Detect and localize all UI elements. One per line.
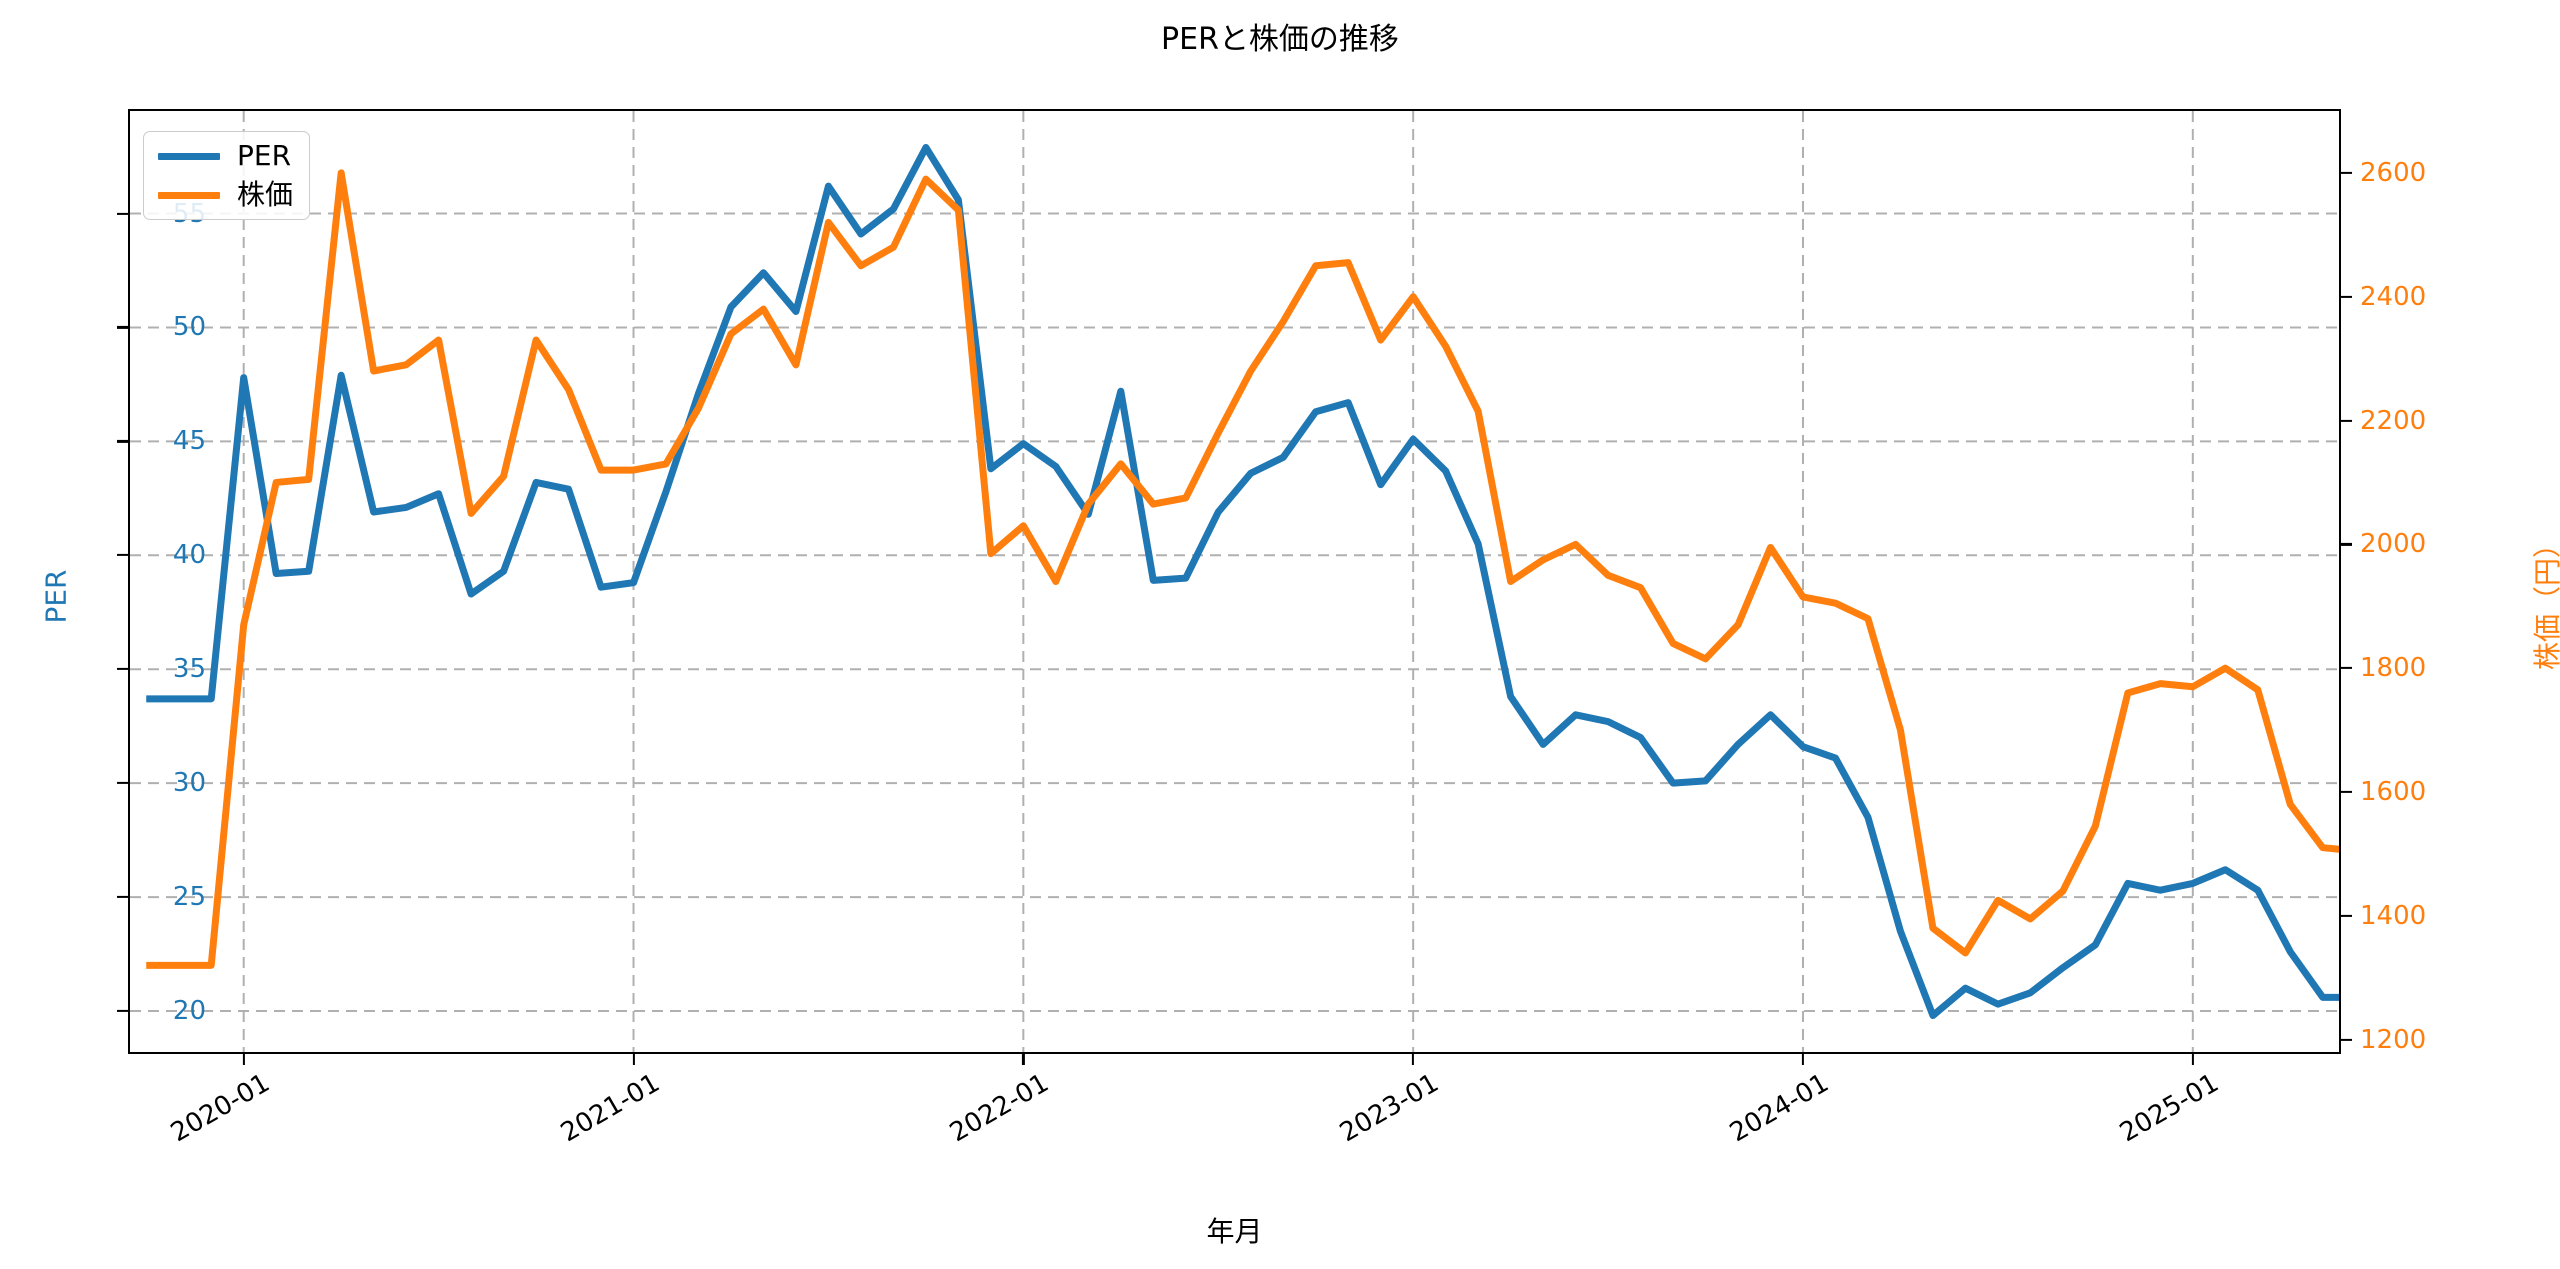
y-tick-label-right: 1200 <box>2360 1024 2427 1055</box>
x-tick-mark <box>1412 1054 1415 1065</box>
y-tick-mark-left <box>117 212 128 215</box>
x-tick-mark <box>1801 1054 1805 1065</box>
y-tick-mark-left <box>117 554 128 557</box>
y-tick-mark-left <box>117 782 128 785</box>
y-tick-label-right: 2400 <box>2360 281 2427 312</box>
legend-item-stock-price[interactable]: 株価 <box>158 181 293 209</box>
y-tick-mark-right <box>2341 790 2352 794</box>
x-tick-mark <box>1022 1054 1025 1065</box>
y-tick-label-right: 1600 <box>2360 776 2427 807</box>
y-tick-label-left: 20 <box>172 995 206 1026</box>
y-tick-mark-right <box>2341 171 2352 174</box>
x-axis-label: 年月 <box>1206 1215 1263 1248</box>
x-tick-label: 2023-01 <box>1335 1068 1445 1149</box>
legend-label-stock-price: 株価 <box>237 178 294 211</box>
y-tick-label-right: 2600 <box>2360 157 2427 188</box>
x-tick-label: 2021-01 <box>555 1068 665 1149</box>
chart-legend[interactable]: PER 株価 <box>143 131 311 220</box>
y-tick-mark-right <box>2341 543 2352 546</box>
x-tick-mark <box>632 1054 635 1065</box>
y-tick-label-left: 35 <box>172 654 206 685</box>
y-tick-mark-left <box>117 326 128 329</box>
x-tick-label: 2025-01 <box>2114 1068 2224 1149</box>
y-tick-mark-right <box>2341 667 2352 670</box>
legend-item-per[interactable]: PER <box>158 142 293 170</box>
chart-title: PERと株価の推移 <box>1161 22 1399 57</box>
y-tick-mark-right <box>2341 295 2352 298</box>
legend-swatch-per <box>158 152 220 160</box>
y-tick-mark-right <box>2341 914 2352 917</box>
x-tick-label: 2022-01 <box>945 1068 1055 1149</box>
y-tick-label-right: 1400 <box>2360 900 2427 931</box>
y-tick-label-left: 40 <box>172 540 206 571</box>
series-layer <box>146 143 2339 1020</box>
y-tick-label-left: 45 <box>172 426 206 457</box>
plot-area <box>128 109 2341 1054</box>
y-tick-mark-left <box>117 895 128 899</box>
grid-layer <box>130 111 2339 1052</box>
y-tick-label-left: 50 <box>172 312 206 343</box>
y-tick-mark-left <box>117 668 128 671</box>
y-axis-right-label: 株価（円） <box>2531 530 2560 671</box>
legend-label-per: PER <box>237 139 292 172</box>
x-tick-mark <box>242 1054 245 1065</box>
series-line-株価 <box>146 169 2339 969</box>
y-tick-label-left: 30 <box>172 768 206 799</box>
y-tick-mark-left <box>117 440 128 443</box>
x-tick-label: 2024-01 <box>1724 1068 1834 1149</box>
y-tick-mark-right <box>2341 1038 2352 1041</box>
y-tick-mark-right <box>2341 419 2352 422</box>
y-tick-label-right: 1800 <box>2360 653 2427 684</box>
y-tick-label-left: 25 <box>172 882 206 913</box>
y-axis-left-label: PER <box>39 569 73 624</box>
y-tick-mark-left <box>117 1009 128 1013</box>
y-tick-label-right: 2200 <box>2360 405 2427 436</box>
x-tick-label: 2020-01 <box>165 1068 275 1149</box>
x-tick-mark <box>2191 1054 2194 1065</box>
series-line-PER <box>146 143 2339 1020</box>
legend-swatch-stock-price <box>158 191 220 199</box>
y-tick-label-right: 2000 <box>2360 529 2427 560</box>
